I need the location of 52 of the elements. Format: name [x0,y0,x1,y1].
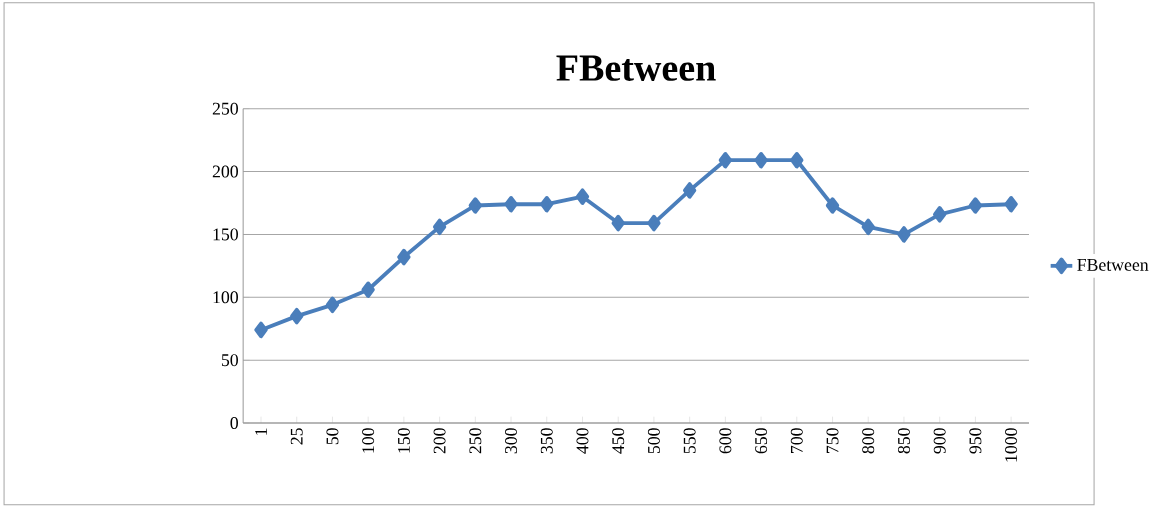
point [504,196,518,213]
y-tick-label: 100 [213,291,238,304]
point [647,214,661,232]
x-tick-label: 200 [433,428,446,454]
x-tick-label: 900 [933,428,946,454]
x-tick-label: 25 [290,428,303,445]
point [468,197,482,214]
x-tick-label: 800 [862,428,875,454]
point [790,152,804,169]
x-tick-label: 750 [826,428,839,454]
legend-label: FBetween [1077,259,1149,271]
x-tick-label: 700 [790,428,803,454]
x-tick-label: 150 [397,428,410,453]
point [361,281,375,299]
x-tick-label: 650 [755,428,768,454]
x-tick-label: 300 [505,428,518,454]
x-tick-label: 950 [969,428,982,454]
point [682,182,697,199]
x-tick-label: 50 [326,428,339,445]
y-tick-label: 150 [213,228,238,241]
point [397,248,411,266]
x-tick-label: 850 [897,428,910,454]
point [254,321,268,339]
point [611,214,625,232]
x-tick-label: 600 [719,428,732,454]
point [933,206,947,223]
x-tick-label: 450 [612,428,625,454]
point [325,296,340,314]
point [575,188,590,206]
x-tick-label: 1000 [1005,428,1018,462]
x-tick-label: 550 [683,428,696,454]
point [861,218,875,236]
point [968,197,983,214]
point [897,226,911,243]
y-tick-label: 250 [212,102,238,115]
point [1004,196,1018,213]
point [540,196,554,213]
y-tick-label: 200 [212,165,238,178]
point [432,218,447,236]
chart-title: FBetween [556,55,716,82]
point [754,152,768,169]
y-tick-label: 50 [221,354,238,367]
x-tick-label: 400 [576,428,589,454]
x-tick-label: 350 [540,428,553,454]
y-tick-label: 0 [230,417,238,430]
point [825,197,840,214]
x-tick-label: 100 [362,428,375,453]
x-tick-label: 500 [647,428,660,454]
x-tick-label: 250 [469,428,482,454]
point [290,308,304,325]
point [718,152,733,169]
x-tick-label: 1 [255,428,267,435]
